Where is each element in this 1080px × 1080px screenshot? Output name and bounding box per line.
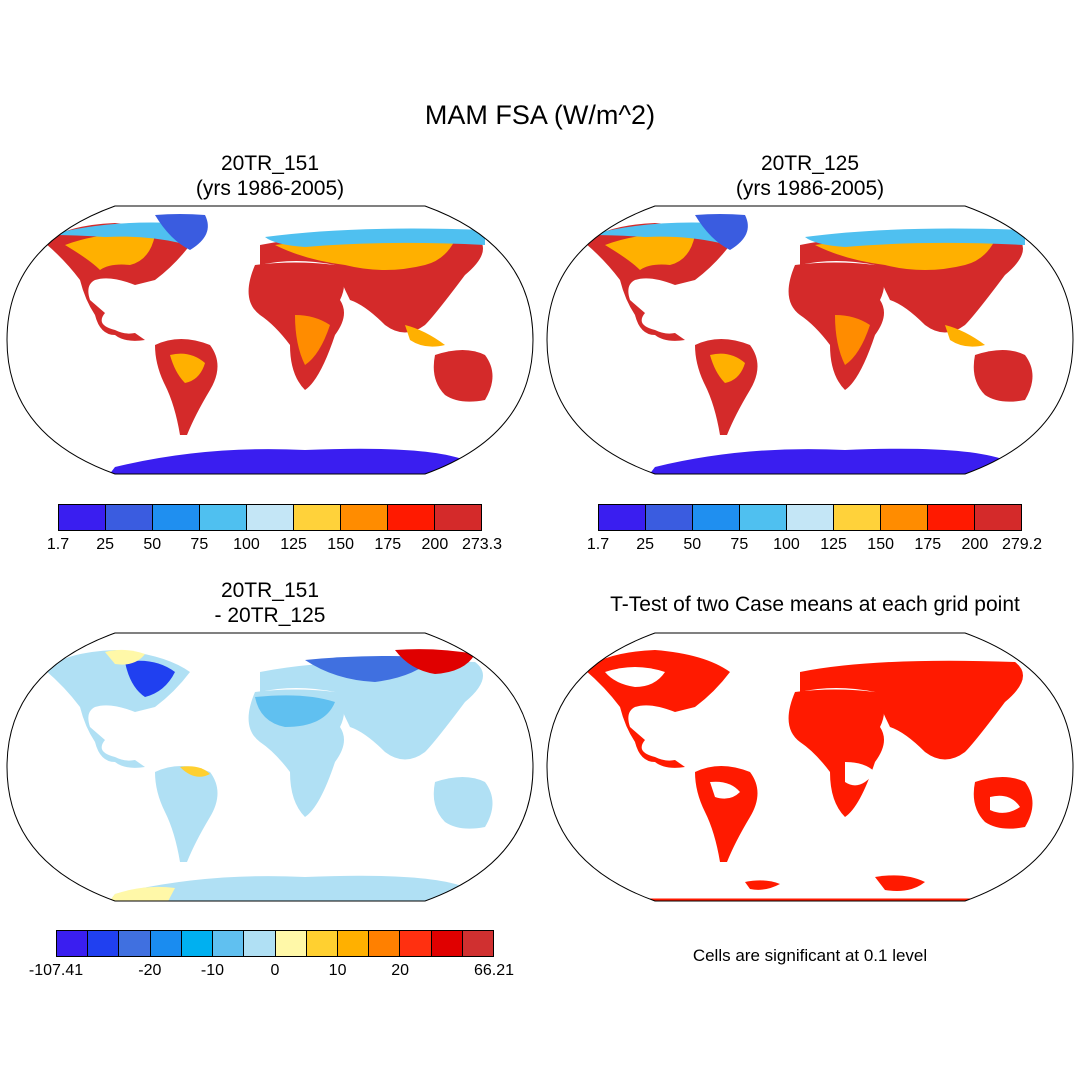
colorbar-cell: [435, 505, 481, 530]
colorbar-cell: [834, 505, 881, 530]
colorbar-cell: [294, 505, 341, 530]
colorbar-tick-label: 150: [327, 536, 355, 553]
colorbar-tick-label: 1.7: [586, 536, 610, 553]
colorbar-cell: [275, 931, 307, 956]
colorbar-tick-label: -10: [200, 962, 224, 979]
panel2-map: [546, 205, 1074, 475]
colorbar-cell: [341, 505, 388, 530]
colorbar-tick-label: 200: [961, 536, 989, 553]
colorbar-tick-label: 279.2: [1001, 536, 1043, 553]
colorbar-cell: [59, 505, 106, 530]
colorbar-tick-label: 75: [730, 536, 749, 553]
colorbar-cell: [306, 931, 338, 956]
panel4-map: [546, 632, 1074, 902]
colorbar-tick-label: 150: [867, 536, 895, 553]
colorbar-tick-label: 50: [683, 536, 702, 553]
panel2-colorbar-labels: 1.7 25 50 75 100 125 150 175 200 279.2: [587, 536, 1042, 556]
colorbar-cell: [431, 931, 463, 956]
colorbar-tick-label: -20: [138, 962, 162, 979]
panel3-title: 20TR_151 - 20TR_125: [214, 579, 326, 627]
colorbar-cell: [787, 505, 834, 530]
colorbar-cell: [153, 505, 200, 530]
colorbar-tick-label: 100: [233, 536, 260, 553]
colorbar-tick-label: 50: [143, 536, 162, 553]
panel1-map: [6, 205, 534, 475]
colorbar-tick-label: 20: [391, 962, 410, 979]
colorbar-tick-label: 175: [374, 536, 402, 553]
colorbar-cell: [388, 505, 435, 530]
colorbar-tick-label: 25: [96, 536, 115, 553]
colorbar-tick-label: 125: [820, 536, 847, 553]
colorbar-cell: [975, 505, 1021, 530]
colorbar-cell: [88, 931, 120, 956]
colorbar-cell: [646, 505, 693, 530]
colorbar-cell: [928, 505, 975, 530]
colorbar-cell: [369, 931, 401, 956]
colorbar-tick-label: 100: [773, 536, 800, 553]
colorbar-cell: [599, 505, 646, 530]
colorbar-cell: [213, 931, 245, 956]
colorbar-cell: [106, 505, 153, 530]
panel1-colorbar-labels: 1.7 25 50 75 100 125 150 175 200 273.3: [47, 536, 502, 556]
colorbar-tick-label: 66.21: [473, 962, 515, 979]
colorbar-tick-label: -107.41: [28, 962, 84, 979]
panel3-map: [6, 632, 534, 902]
colorbar-cell: [57, 931, 89, 956]
colorbar-tick-label: 273.3: [461, 536, 503, 553]
colorbar-cell: [150, 931, 182, 956]
figure-title: MAM FSA (W/m^2): [424, 100, 656, 130]
colorbar-tick-label: 200: [421, 536, 449, 553]
colorbar-tick-label: 75: [190, 536, 209, 553]
colorbar-tick-label: 25: [636, 536, 655, 553]
colorbar-tick-label: 175: [914, 536, 942, 553]
panel4-title: T-Test of two Case means at each grid po…: [610, 593, 1020, 616]
colorbar-cell: [119, 931, 151, 956]
colorbar-tick-label: 0: [270, 962, 280, 979]
colorbar-cell: [740, 505, 787, 530]
colorbar-cell: [244, 931, 276, 956]
colorbar-cell: [400, 931, 432, 956]
panel3-colorbar: [56, 930, 494, 957]
colorbar-tick-label: 125: [280, 536, 307, 553]
colorbar-cell: [200, 505, 247, 530]
colorbar-cell: [337, 931, 370, 956]
colorbar-cell: [881, 505, 928, 530]
colorbar-tick-label: 10: [328, 962, 347, 979]
panel2-colorbar: [598, 504, 1022, 531]
colorbar-cell: [181, 931, 214, 956]
panel2-title: 20TR_125 (yrs 1986-2005): [735, 152, 885, 200]
panel3-colorbar-labels: -107.41 -20 -10 0 10 20 66.21: [29, 962, 514, 982]
colorbar-cell: [462, 931, 494, 956]
colorbar-cell: [247, 505, 294, 530]
colorbar-cell: [693, 505, 740, 530]
significance-note: Cells are significant at 0.1 level: [692, 946, 928, 965]
panel1-colorbar: [58, 504, 482, 531]
colorbar-tick-label: 1.7: [46, 536, 70, 553]
panel1-title: 20TR_151 (yrs 1986-2005): [195, 152, 345, 200]
